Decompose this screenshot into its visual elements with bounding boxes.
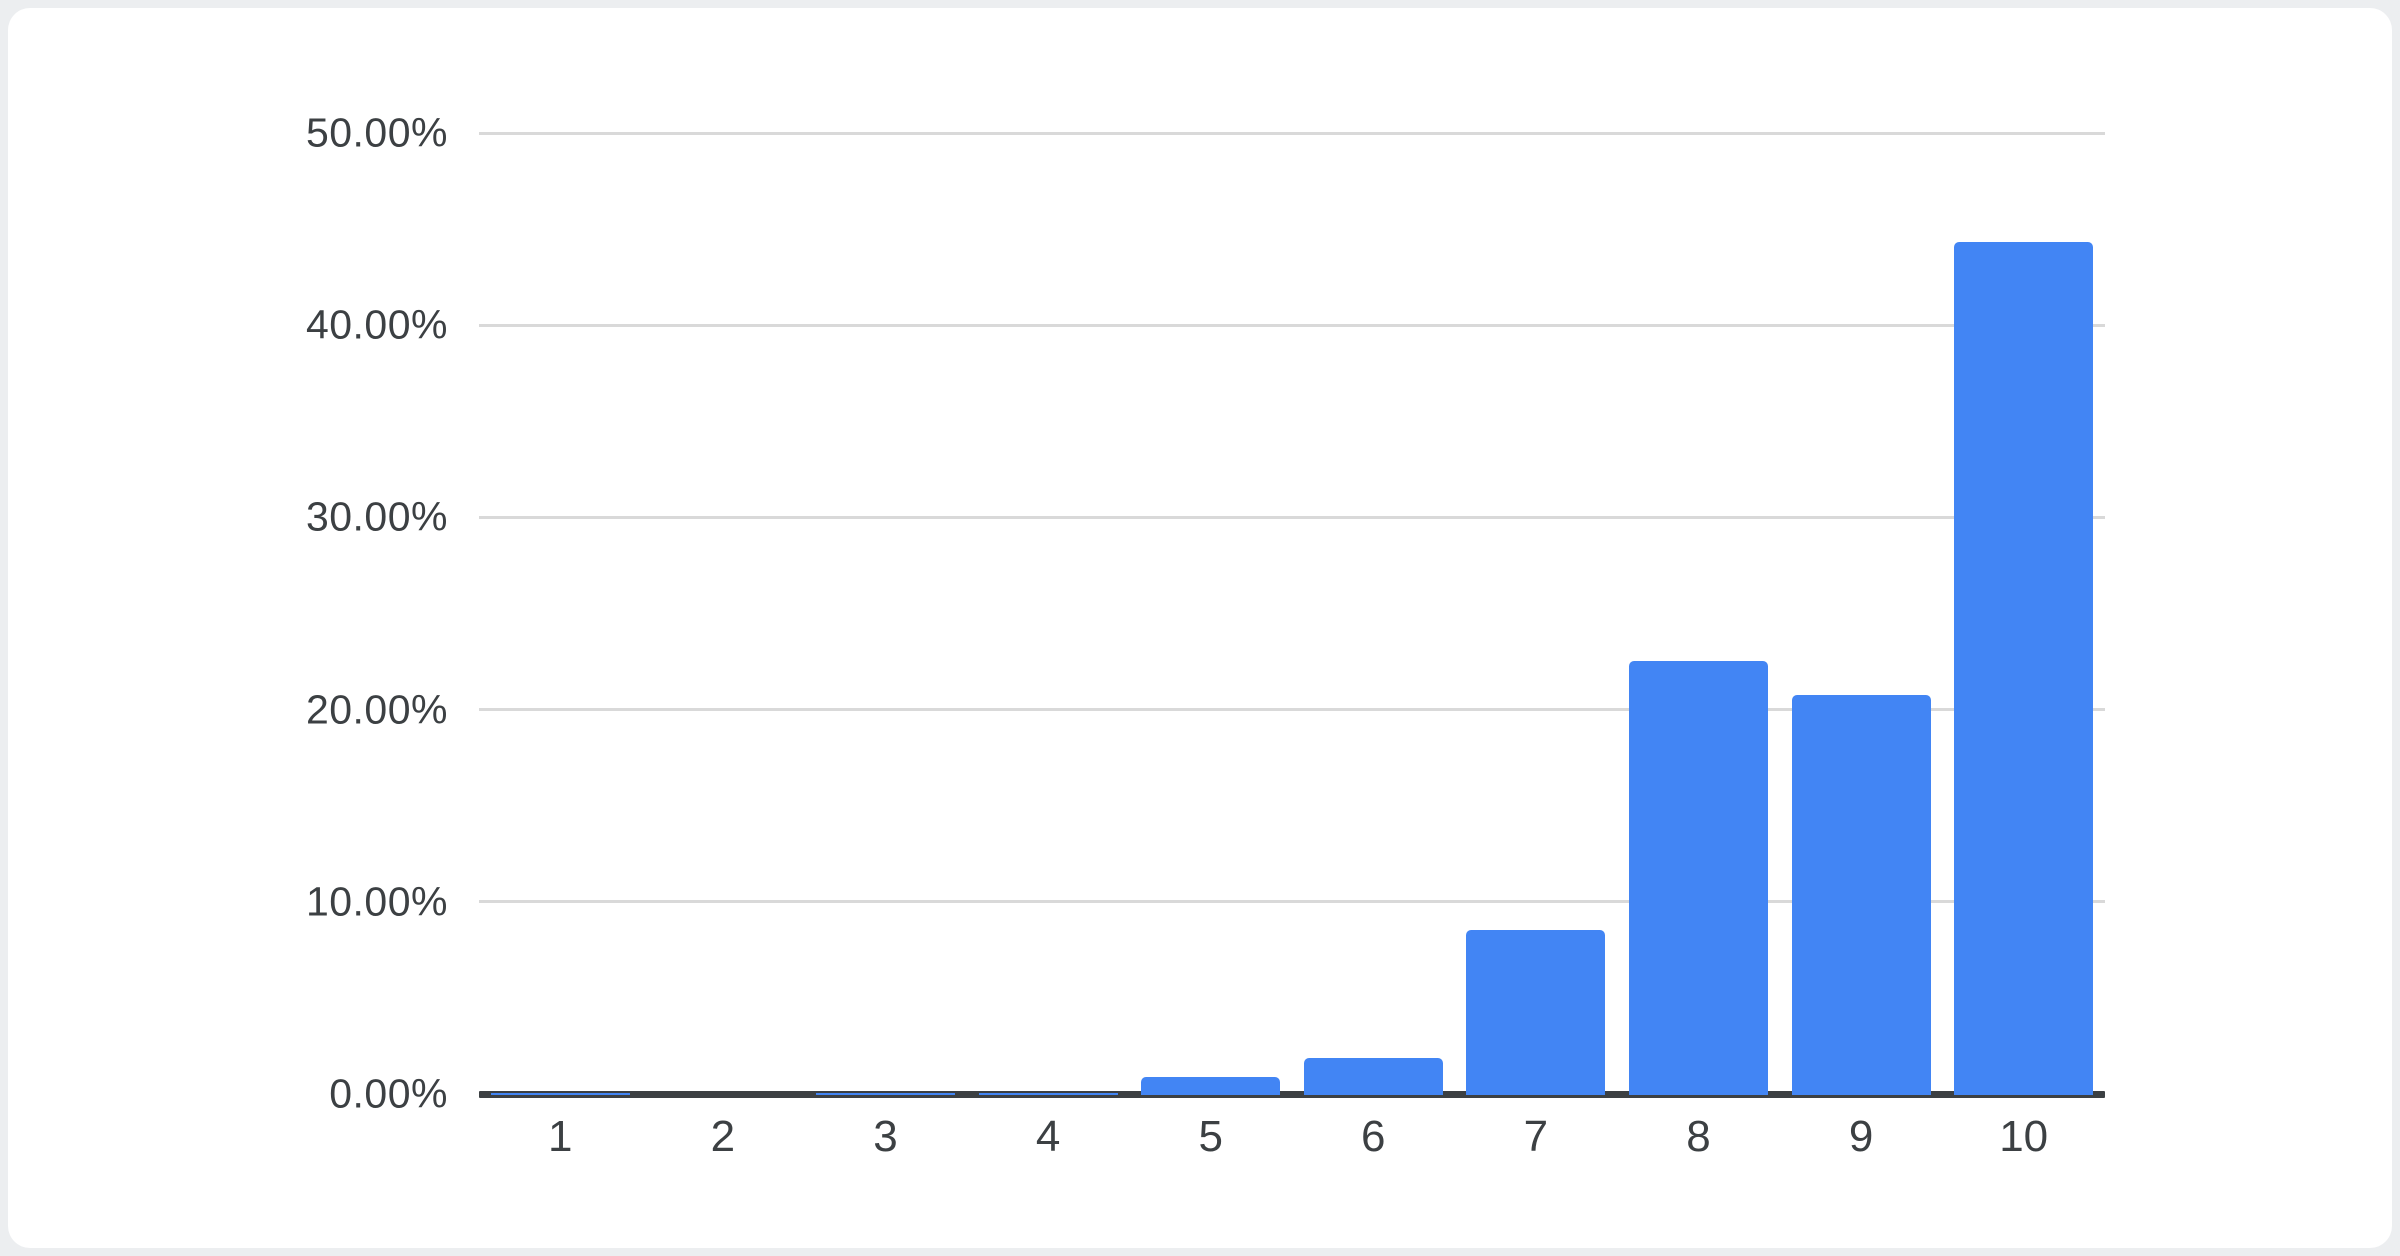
bar[interactable] [978,1093,1118,1095]
x-axis-tick-label: 6 [1361,1112,1386,1161]
gridline-30 [479,515,2105,519]
y-axis-tick-label: 50.00% [305,109,448,156]
chart-card: 0.00% 10.00% 20.00% 30.00% 40.00% 50.00% 1 2 3 4… [8,8,2392,1248]
x-axis-tick-label: 3 [873,1112,898,1161]
y-axis-tick-label: 10.00% [305,878,448,925]
bar[interactable] [1303,1058,1443,1095]
bar-slot: 9 [1791,8,1931,1248]
bar-chart: 0.00% 10.00% 20.00% 30.00% 40.00% 50.00% 1 2 3 4… [8,8,2392,1248]
y-axis-tick-label: 0.00% [329,1070,448,1117]
bar[interactable] [490,1093,630,1095]
bar-slot: 8 [1629,8,1768,1248]
x-axis-tick-label: 7 [1523,1112,1549,1161]
x-axis-tick-label: 9 [1848,1112,1874,1161]
x-axis-tick-label: 4 [1035,1112,1061,1161]
bar[interactable] [1791,695,1931,1095]
bar[interactable] [1629,660,1768,1095]
bar[interactable] [1466,929,1606,1095]
x-axis-line [479,1090,2105,1098]
bar-slot: 2 [653,8,792,1248]
y-axis-tick-labels: 0.00% 10.00% 20.00% 30.00% 40.00% 50.00% [128,8,448,1248]
bar-slot: 4 [978,8,1118,1248]
gridline-20 [479,708,2105,712]
x-axis-tick-label: 8 [1686,1112,1711,1161]
x-axis-tick-label: 2 [710,1112,736,1161]
bar-slot: 3 [816,8,955,1248]
gridline-10 [479,900,2105,904]
bar-slot: 10 [1954,8,2094,1248]
bar-slot: 5 [1141,8,1281,1248]
x-axis-tick-label: 5 [1198,1112,1223,1161]
bar[interactable] [816,1093,955,1095]
bar-series: 1 2 3 4 5 6 7 8 9 10 [479,8,2105,1248]
gridline-50 [479,131,2105,135]
bar-slot: 7 [1466,8,1606,1248]
x-axis-tick-label: 1 [548,1112,573,1161]
bar[interactable] [1954,241,2094,1095]
y-axis-tick-label: 30.00% [305,493,448,540]
gridline-40 [479,323,2105,327]
x-axis-tick-label: 10 [1999,1112,2049,1161]
bar-slot: 6 [1303,8,1443,1248]
y-axis-tick-label: 40.00% [305,301,448,348]
bar[interactable] [1141,1076,1281,1095]
bar-slot: 1 [490,8,630,1248]
y-axis-tick-label: 20.00% [305,686,448,733]
